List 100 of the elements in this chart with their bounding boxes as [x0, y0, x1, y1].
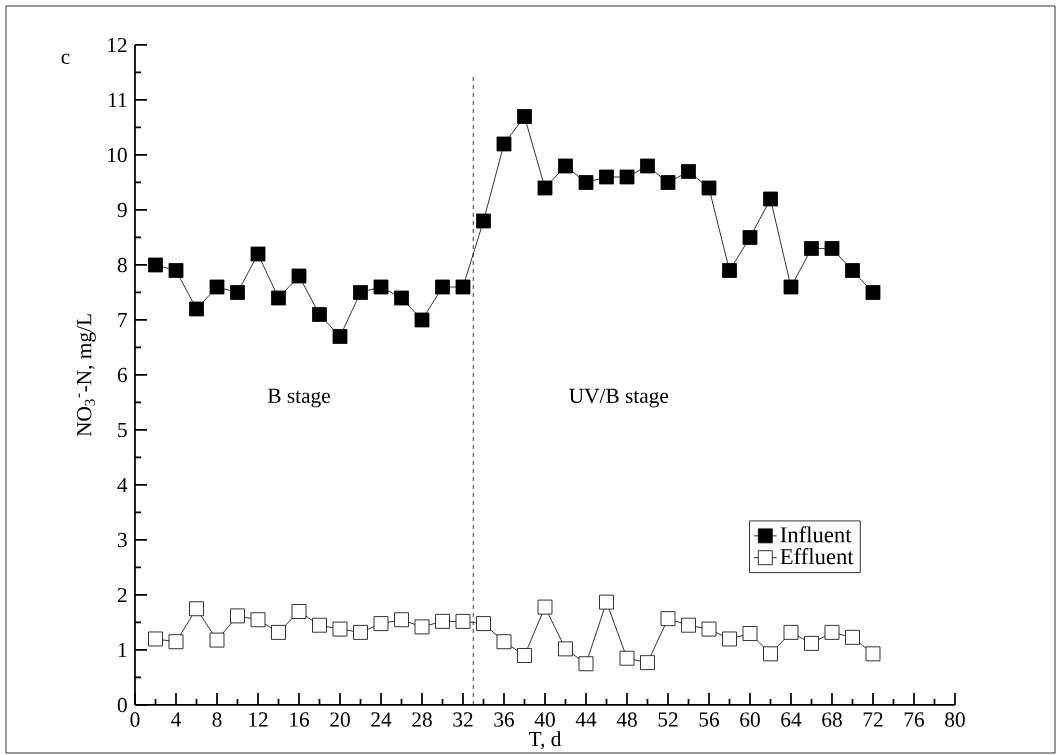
x-tick-label: 36	[494, 712, 515, 727]
x-tick-label: 4	[171, 712, 181, 727]
point	[353, 624, 368, 640]
y-tick-label: 2	[117, 587, 127, 603]
point	[435, 279, 450, 295]
y-tick-label: 11	[108, 92, 127, 108]
point	[148, 631, 163, 647]
x-tick-label: 48	[616, 712, 637, 727]
point	[476, 616, 491, 631]
point	[578, 656, 594, 672]
x-tick-label: 24	[371, 712, 392, 727]
point	[291, 268, 307, 284]
point	[148, 257, 163, 273]
point	[496, 634, 512, 650]
point	[517, 109, 532, 124]
y-tick-label: 8	[117, 257, 127, 273]
y-tick-label: 4	[117, 477, 128, 493]
x-tick-label: 44	[575, 712, 597, 727]
point	[865, 285, 881, 300]
legend-label: Effluent	[780, 548, 854, 565]
point	[312, 617, 327, 633]
point	[168, 634, 184, 650]
y-tick-label: 6	[117, 367, 127, 383]
point	[394, 290, 409, 306]
x-tick-label: 56	[699, 712, 720, 727]
x-tick-label: 64	[781, 712, 802, 727]
point	[558, 158, 573, 174]
point	[599, 169, 614, 185]
point	[230, 608, 245, 624]
y-tick-label: 1	[118, 642, 127, 658]
point	[209, 632, 225, 648]
point	[742, 626, 758, 641]
y-tick-label: 9	[117, 202, 127, 218]
x-tick-label: 68	[822, 712, 842, 727]
y-axis-title: NO$_{3}$$^{-}$-N, mg/L	[77, 314, 96, 437]
point	[640, 655, 655, 671]
point	[189, 301, 204, 317]
point	[476, 213, 491, 229]
point	[681, 617, 696, 633]
point	[681, 164, 696, 179]
point	[414, 312, 430, 328]
x-tick-label: 20	[330, 712, 350, 727]
point	[763, 646, 778, 662]
annotation: UV/B stage	[569, 388, 669, 408]
point	[332, 621, 348, 637]
y-tick-label: 10	[108, 147, 127, 163]
point	[578, 175, 594, 190]
point	[271, 624, 286, 640]
x-tick-label: 80	[945, 712, 965, 727]
point	[619, 169, 635, 185]
x-tick-label: 12	[249, 712, 268, 727]
x-tick-label: 32	[453, 712, 473, 727]
point	[517, 648, 532, 663]
point	[353, 285, 368, 300]
x-tick-label: 28	[412, 712, 432, 727]
y-tick-label: 3	[117, 532, 127, 548]
point	[558, 641, 573, 657]
x-tick-label: 72	[863, 712, 883, 727]
point	[783, 279, 799, 295]
x-tick-label: 0	[130, 712, 140, 727]
legend-label: Influent	[780, 526, 852, 543]
point	[619, 650, 635, 666]
point	[394, 612, 409, 628]
y-tick-label: 0	[117, 697, 127, 713]
x-tick-label: 40	[534, 712, 555, 727]
point	[312, 307, 327, 322]
point	[722, 263, 737, 278]
x-tick-label: 76	[904, 712, 925, 727]
point	[209, 279, 225, 295]
point	[701, 621, 717, 637]
point	[230, 285, 245, 300]
point	[660, 175, 676, 190]
point	[783, 624, 799, 640]
x-tick-label: 8	[212, 712, 222, 727]
x-axis-title: T, d	[528, 731, 562, 750]
y-tick-label: 7	[118, 313, 128, 327]
point	[455, 613, 471, 629]
point	[271, 290, 286, 306]
point	[414, 619, 430, 635]
x-tick-label: 16	[290, 712, 310, 727]
point	[168, 263, 184, 278]
point	[763, 191, 778, 207]
y-tick-label: 5	[118, 422, 127, 438]
x-tick-label: 60	[740, 712, 760, 727]
x-tick-label: 52	[658, 712, 678, 727]
point	[373, 616, 389, 631]
point	[824, 241, 840, 256]
point	[537, 599, 553, 615]
point	[845, 263, 860, 278]
point	[722, 631, 737, 647]
annotation: B stage	[267, 388, 330, 408]
point	[742, 230, 758, 245]
point	[250, 246, 266, 262]
point	[660, 611, 676, 627]
point	[455, 279, 471, 295]
point	[291, 604, 307, 619]
point	[824, 624, 840, 640]
point	[701, 180, 717, 196]
point	[804, 241, 819, 256]
point	[373, 279, 389, 295]
